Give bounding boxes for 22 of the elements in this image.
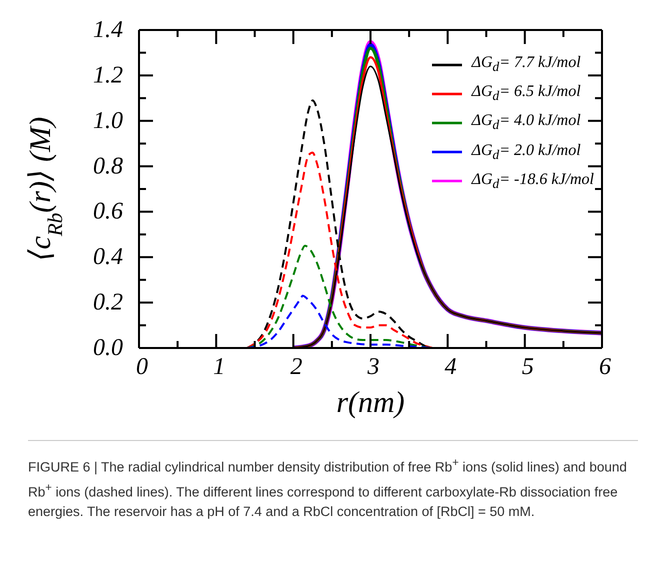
legend-label: ΔG$_{d}$= -18.6 kJ/mol	[472, 170, 594, 193]
y-tick-label: 0.2	[93, 290, 123, 316]
y-tick-label: 0.4	[93, 244, 123, 270]
legend-label: ΔG$_{d}$= 2.0 kJ/mol	[472, 140, 581, 164]
x-axis-title: r(nm)	[336, 386, 405, 419]
legend-label: ΔG$_{d}$= 4.0 kJ/mol	[472, 111, 581, 135]
text: FIGURE 6 | The radial cylindrical number density distribution of free Rb$^{+}$ ions (solid lines) and bound Rb$^{+}$ ions (dashed lines). The different lines correspond to different carboxylate-Rb dissociation free energies. The reservoir has a pH of 7.4 and a RbCl concentration of [RbCl] = 50 mM.	[28, 457, 627, 519]
x-tick-label: 4	[444, 354, 457, 380]
legend-label: ΔG$_{d}$= 6.5 kJ/mol	[472, 82, 581, 106]
y-tick-label: 1.2	[93, 62, 123, 88]
x-tick-label: 2	[290, 354, 302, 380]
x-tick-label: 1	[213, 354, 226, 380]
x-tick-label: 6	[599, 354, 611, 380]
y-tick-label: 1.4	[93, 17, 123, 43]
y-tick-label: 1.0	[93, 108, 123, 134]
y-tick-label: 0.6	[93, 198, 123, 225]
y-tick-label: 0.0	[93, 335, 123, 361]
y-tick-label: 0.8	[93, 153, 123, 180]
legend-label: ΔG$_{d}$= 7.7 kJ/mol	[472, 53, 581, 76]
x-tick-label: 3	[366, 354, 380, 380]
x-tick-label: 5	[522, 354, 534, 380]
x-tick-label: 0	[136, 354, 148, 380]
